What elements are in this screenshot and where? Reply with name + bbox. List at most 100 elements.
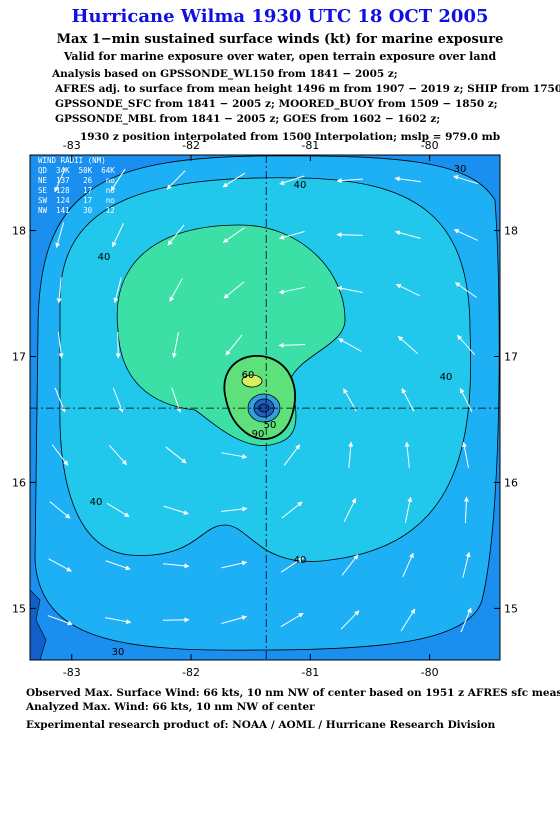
wind-arrow bbox=[169, 278, 183, 302]
wind-arrow bbox=[110, 168, 126, 192]
wind-arrow bbox=[105, 617, 132, 625]
y-tick-label: 18 bbox=[12, 225, 26, 238]
contour-label: 90 bbox=[252, 429, 265, 440]
wind-arrow bbox=[395, 283, 420, 297]
wind-radii-row: SW 124 17 no bbox=[38, 196, 115, 205]
wind-arrow bbox=[336, 178, 364, 184]
wind-arrow bbox=[165, 446, 187, 464]
contour-label: 60 bbox=[242, 370, 255, 381]
wind-arrow bbox=[404, 441, 410, 468]
wind-arrow bbox=[225, 334, 243, 356]
wind-arrow bbox=[453, 175, 479, 185]
wind-arrow bbox=[108, 444, 128, 466]
x-tick-label: -80 bbox=[421, 139, 439, 152]
position-note: 1930 z position interpolated from 1500 I… bbox=[80, 131, 500, 143]
wind-arrow bbox=[348, 441, 354, 468]
wind-arrow bbox=[113, 277, 122, 304]
wind-radii-row: QD 34K 50K 64K bbox=[38, 166, 115, 175]
observed: Observed Max. Surface Wind: 66 kts, 10 n… bbox=[26, 687, 560, 699]
wind-arrow bbox=[222, 172, 246, 188]
wind-arrow bbox=[460, 607, 472, 633]
wind-arrow bbox=[278, 342, 306, 348]
wind-arrow bbox=[279, 175, 305, 185]
wind-arrow bbox=[343, 497, 357, 522]
wind-arrow bbox=[281, 501, 303, 519]
wind-arrow bbox=[454, 282, 477, 298]
contour-label: 40 bbox=[294, 555, 307, 566]
x-tick-label: -83 bbox=[63, 139, 81, 152]
wind-arrow bbox=[280, 557, 304, 573]
analysis-line: GPSSONDE_SFC from 1841 − 2005 z; MOORED_… bbox=[55, 98, 498, 111]
wind-arrow bbox=[222, 227, 245, 243]
wind-arrow bbox=[394, 230, 421, 239]
x-tick-label: -82 bbox=[182, 666, 200, 679]
contour-label: 40 bbox=[98, 252, 111, 263]
wind-arrow bbox=[400, 608, 416, 632]
wind-arrow bbox=[340, 610, 360, 630]
wind-arrow bbox=[283, 444, 301, 466]
wind-max bbox=[241, 374, 263, 388]
wind-arrow bbox=[221, 452, 248, 459]
wind-arrow bbox=[163, 505, 189, 515]
contour-label: 40 bbox=[294, 180, 307, 191]
wind-arrow bbox=[162, 617, 190, 623]
wind-arrow bbox=[341, 554, 359, 576]
wind-arrow bbox=[401, 388, 415, 412]
contour-label: 50 bbox=[264, 420, 277, 431]
analysis-line: AFRES adj. to surface from mean height 1… bbox=[54, 83, 560, 95]
wind-arrow bbox=[167, 224, 185, 246]
wind-radii-row: NE 137 26 no bbox=[38, 176, 115, 185]
x-tick-label: -80 bbox=[421, 666, 439, 679]
wind-arrow bbox=[106, 502, 130, 518]
wind-arrow bbox=[51, 444, 69, 466]
wind-arrow bbox=[397, 335, 419, 355]
y-tick-label: 17 bbox=[504, 350, 518, 363]
wind-arrow bbox=[343, 388, 357, 412]
wind-arrow bbox=[461, 441, 469, 468]
x-tick-label: -81 bbox=[301, 139, 319, 152]
x-tick-label: -81 bbox=[301, 666, 319, 679]
wind-arrow bbox=[221, 560, 248, 569]
wind-arrow bbox=[57, 332, 64, 359]
wind-arrow bbox=[462, 551, 471, 578]
y-tick-label: 17 bbox=[12, 350, 26, 363]
wind-arrow bbox=[54, 167, 66, 193]
wind-arrow bbox=[163, 563, 190, 569]
wind-arrow bbox=[166, 170, 186, 190]
y-tick-label: 18 bbox=[504, 225, 518, 238]
wind-arrow bbox=[336, 232, 364, 238]
wind-arrow bbox=[49, 501, 71, 519]
y-tick-label: 16 bbox=[12, 476, 26, 489]
wind-arrow bbox=[456, 334, 476, 356]
contour-label: 40 bbox=[440, 372, 453, 383]
contour-label: 40 bbox=[90, 497, 103, 508]
wind-arrow bbox=[279, 230, 305, 240]
wind-radii-row: SE 128 17 no bbox=[38, 186, 115, 195]
subtitle: Max 1−min sustained surface winds (kt) f… bbox=[57, 32, 504, 47]
wind-arrow bbox=[105, 560, 131, 571]
contour-label: 30 bbox=[454, 164, 467, 175]
wind-arrow bbox=[453, 229, 479, 241]
wind-arrow bbox=[404, 496, 413, 523]
x-tick-label: -83 bbox=[63, 666, 81, 679]
wind-arrow bbox=[336, 285, 363, 293]
analysis-line: GPSSONDE_MBL from 1841 − 2005 z; GOES fr… bbox=[55, 113, 440, 126]
credit: Experimental research product of: NOAA /… bbox=[26, 719, 496, 731]
wind-arrow bbox=[278, 286, 305, 295]
analyzed: Analyzed Max. Wind: 66 kts, 10 nm NW of … bbox=[25, 701, 315, 713]
wind-arrow bbox=[171, 332, 179, 359]
wind-arrow bbox=[115, 331, 121, 359]
wind-arrow bbox=[394, 176, 421, 183]
wind-arrow bbox=[280, 612, 304, 628]
map-frame bbox=[29, 154, 501, 661]
wind-arrow bbox=[56, 277, 62, 304]
wind-arrow bbox=[402, 552, 414, 578]
contour-label: 30 bbox=[112, 647, 125, 658]
title: Hurricane Wilma 1930 UTC 18 OCT 2005 bbox=[71, 6, 488, 27]
wind-radii-row: NW 141 30 12 bbox=[38, 206, 115, 215]
wind-arrow bbox=[338, 338, 362, 352]
wind-arrow bbox=[112, 223, 124, 248]
wind-arrow bbox=[223, 281, 245, 299]
